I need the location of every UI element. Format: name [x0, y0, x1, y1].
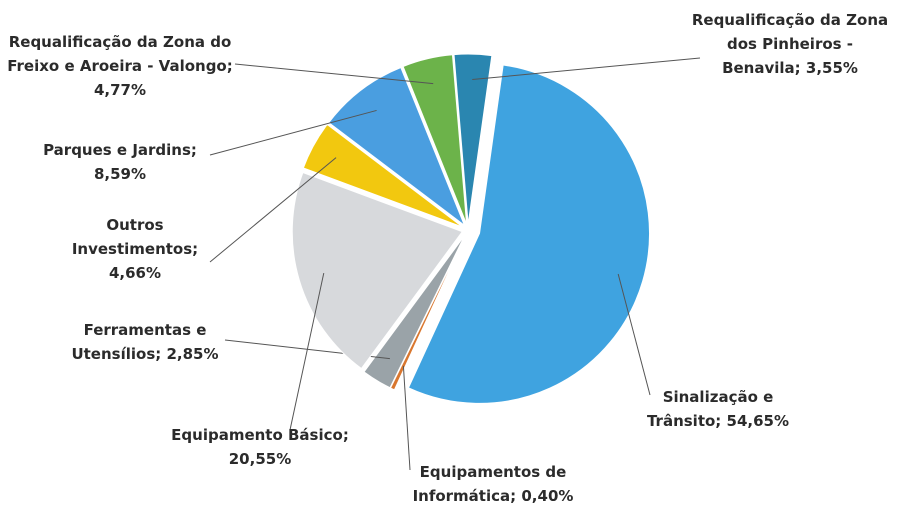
value-label: 4,77%	[93, 81, 147, 99]
value-label: 3,55%	[805, 59, 858, 77]
pie-slice	[402, 54, 468, 225]
pie-slice	[328, 66, 466, 227]
pie-slice	[453, 53, 493, 225]
slice-label: Equipamento Básico; 20,55%	[150, 423, 370, 471]
slice-label: Requalificação da Zona dos Pinheiros - B…	[690, 8, 890, 80]
category-label: Equipamento Básico;	[171, 426, 349, 444]
value-label: 8,59%	[93, 165, 147, 183]
slice-label: Parques e Jardins; 8,59%	[30, 138, 210, 186]
category-label: Parques e Jardins;	[43, 141, 197, 159]
slice-label: Outros Investimentos; 4,66%	[60, 213, 210, 285]
pie-slice	[302, 123, 464, 228]
slice-label: Sinalização e Trânsito; 54,65%	[628, 385, 808, 433]
value-label: 20,55%	[228, 450, 292, 468]
pie-slice	[291, 171, 464, 370]
pie-slice	[363, 234, 466, 389]
slice-label: Equipamentos de Informática; 0,40%	[398, 460, 588, 508]
category-label: Requalificação da Zona do Freixo e Aroei…	[7, 33, 233, 75]
value-label: 54,65%	[726, 412, 790, 430]
leader-line	[289, 272, 325, 431]
value-label: 0,40%	[521, 487, 574, 505]
leader-line	[209, 109, 377, 156]
category-label: Sinalização e Trânsito;	[646, 388, 774, 430]
category-label: Ferramentas e Utensílios;	[71, 321, 207, 363]
category-label: Outros Investimentos;	[71, 216, 199, 258]
pie-slice	[389, 235, 466, 391]
pie-slice	[407, 64, 650, 404]
leader-line	[234, 63, 434, 85]
slice-label: Ferramentas e Utensílios; 2,85%	[55, 318, 235, 366]
category-label: Requalificação da Zona dos Pinheiros - B…	[691, 11, 889, 77]
leader-line	[209, 157, 337, 263]
category-label: Equipamentos de Informática;	[412, 463, 567, 505]
leader-line	[402, 365, 411, 471]
leader-line	[617, 273, 651, 396]
value-label: 4,66%	[108, 264, 162, 282]
slice-label: Requalificação da Zona do Freixo e Aroei…	[0, 30, 240, 102]
leader-line	[472, 57, 701, 81]
value-label: 2,85%	[166, 345, 219, 363]
